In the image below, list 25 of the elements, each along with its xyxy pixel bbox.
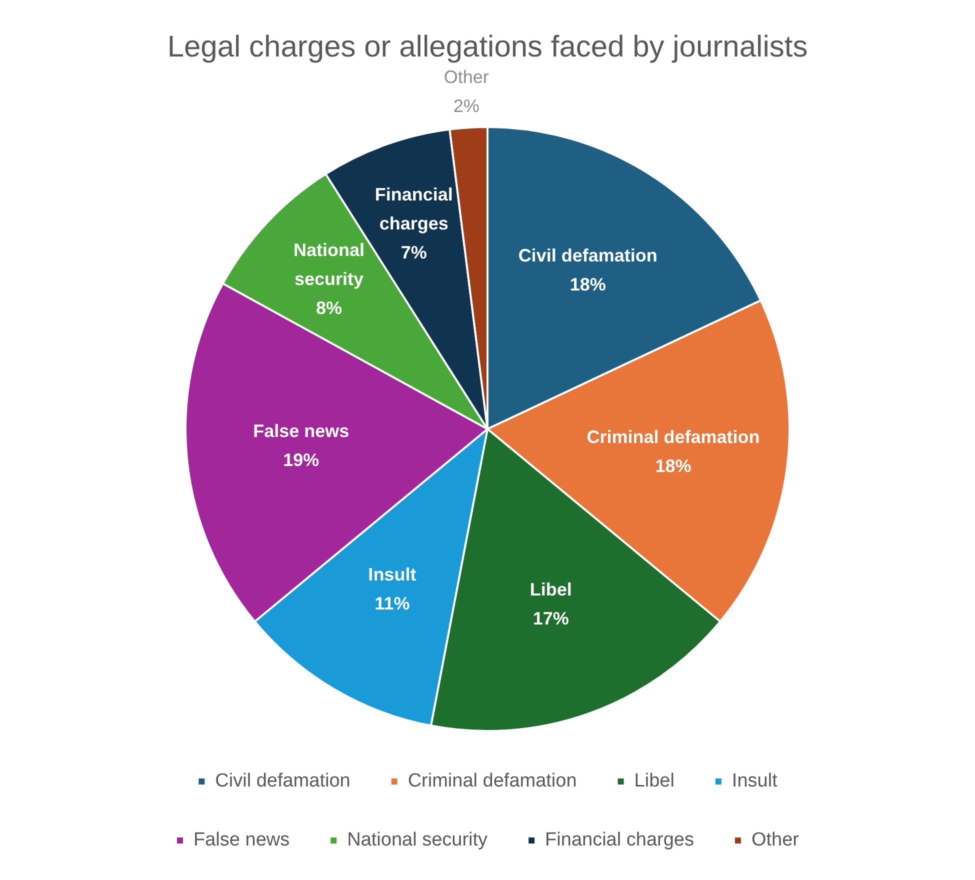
legend-label: Financial charges [545,830,694,851]
data-label: 2% [453,96,480,116]
legend-label: National security [347,830,488,851]
slice-label: Civil defamation [518,245,658,266]
data-label: 11% [374,594,410,614]
slice-label: Insult [368,564,416,585]
legend-label: Criminal defamation [408,770,577,792]
slice-label: Financial charges [374,184,453,234]
slice-label: False news [253,421,350,442]
legend-label: Civil defamation [215,770,350,792]
data-label: 19% [283,450,320,470]
legend-label: False news [194,830,290,851]
legend-label: Libel [634,770,674,792]
slice-label: National security [293,240,364,290]
data-label: 17% [532,608,569,629]
slice-label: Other [444,67,489,88]
data-label: 18% [570,274,606,294]
slice-label: Criminal defamation [586,426,760,447]
legend-label: Other [751,830,800,851]
data-label: 7% [400,242,427,262]
data-label: 18% [655,456,692,476]
data-label: 8% [316,298,342,318]
legend-label: Insult [732,770,778,792]
slice-label: Libel [530,580,572,600]
chart-title: Legal charges or allegations faced by journalists [167,30,808,64]
